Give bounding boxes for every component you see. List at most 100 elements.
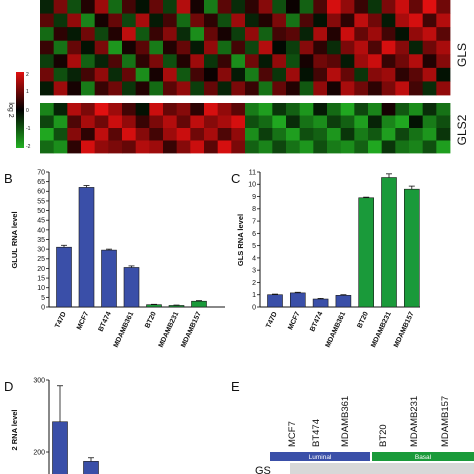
gls-cell-5-28	[422, 67, 437, 82]
gls2-cell-2-29	[436, 128, 451, 141]
gls-cell-2-4	[94, 27, 109, 42]
gls-cell-2-5	[108, 27, 123, 42]
gls-cell-5-25	[381, 67, 396, 82]
gls-cell-6-1	[53, 81, 68, 96]
gls2-cell-1-8	[149, 115, 164, 129]
bar-bt474	[312, 298, 329, 308]
gls2-cell-0-26	[395, 103, 410, 116]
y-axis-title: GLS RNA level	[236, 214, 245, 266]
gls-cell-3-16	[258, 40, 273, 55]
y-tick-label: 10	[248, 182, 256, 189]
gls-cell-2-7	[135, 27, 150, 42]
gls-cell-5-14	[231, 67, 246, 82]
gls-cell-5-26	[395, 67, 410, 82]
gls-cell-0-0	[40, 0, 55, 14]
y-tick-label: 10	[37, 285, 45, 292]
gls-cell-5-9	[163, 67, 178, 82]
gls-cell-0-7	[135, 0, 150, 14]
gls-cell-6-28	[422, 81, 437, 96]
gls2-cell-0-27	[409, 103, 424, 116]
gls2-cell-0-23	[354, 103, 369, 116]
bar-t47d	[267, 294, 283, 308]
gls-cell-4-15	[245, 54, 260, 69]
gls2-cell-3-14	[231, 140, 246, 154]
gls-cell-6-7	[135, 81, 150, 96]
y-tick-label: 9	[252, 194, 256, 201]
gls2-cell-1-0	[40, 115, 55, 129]
gls-cell-4-3	[81, 54, 96, 69]
gls-cell-4-11	[190, 54, 205, 69]
gls2-cell-0-5	[108, 103, 123, 116]
gls-cell-6-9	[163, 81, 178, 96]
y-tick-label: 5	[252, 243, 256, 250]
y-tick-label: 25	[37, 256, 45, 263]
y-axis-title: GLUL RNA level	[10, 211, 19, 268]
gls2-cell-1-4	[94, 115, 109, 129]
gls2-cell-3-25	[381, 140, 396, 154]
gls-cell-5-2	[67, 67, 82, 82]
gls-cell-6-17	[272, 81, 287, 96]
gls-cell-6-6	[122, 81, 137, 96]
gls2-cell-3-16	[258, 140, 273, 154]
gls-cell-4-14	[231, 54, 246, 69]
gls-cell-4-17	[272, 54, 287, 69]
gls-cell-5-6	[122, 67, 137, 82]
gls2-cell-3-7	[135, 140, 150, 154]
bar-mdamb361	[123, 267, 140, 308]
gls2-cell-0-13	[217, 103, 232, 116]
gls2-cell-3-3	[81, 140, 96, 154]
gls2-cell-2-3	[81, 128, 96, 141]
gls-cell-2-14	[231, 27, 246, 42]
gls-cell-0-4	[94, 0, 109, 14]
legend-tick-minus1: -1	[26, 126, 31, 132]
gls-cell-2-27	[409, 27, 424, 42]
bar-mcf7	[289, 292, 306, 308]
gls-cell-5-10	[176, 67, 191, 82]
panel-e-letter: E	[231, 379, 240, 394]
gls-cell-1-17	[272, 13, 287, 28]
gls-cell-0-29	[436, 0, 451, 14]
gls-cell-3-26	[395, 40, 410, 55]
y-tick-label: 15	[37, 275, 45, 282]
gls2-cell-2-11	[190, 128, 205, 141]
y-tick-label: 300	[33, 377, 45, 384]
gls-cell-2-22	[340, 27, 355, 42]
gls-cell-5-8	[149, 67, 164, 82]
gls-cell-4-23	[354, 54, 369, 69]
blot-gs-label: GS	[255, 465, 271, 474]
gls2-cell-1-22	[340, 115, 355, 129]
y-tick-label: 60	[37, 189, 45, 196]
gls2-cell-2-5	[108, 128, 123, 141]
gls-cell-2-6	[122, 27, 137, 42]
gls-cell-3-23	[354, 40, 369, 55]
gls2-cell-3-12	[204, 140, 219, 154]
lane-label-mcf7: MCF7	[287, 421, 298, 447]
gls-cell-3-28	[422, 40, 437, 55]
gls-cell-1-1	[53, 13, 68, 28]
legend-title: log 2	[7, 102, 14, 117]
y-axis-title: 2 RNA level	[10, 410, 19, 451]
gls-cell-0-8	[149, 0, 164, 14]
gls2-cell-1-20	[313, 115, 328, 129]
bar-bt20	[146, 304, 162, 308]
gls2-cell-0-8	[149, 103, 164, 116]
gls-cell-4-22	[340, 54, 355, 69]
y-tick-label: 4	[252, 255, 256, 262]
gls2-cell-3-5	[108, 140, 123, 154]
gls2-cell-1-1	[53, 115, 68, 129]
legend-tick-minus2: -2	[26, 144, 31, 150]
gls2-cell-0-10	[176, 103, 191, 116]
gls-cell-0-1	[53, 0, 68, 14]
gls2-cell-0-29	[436, 103, 451, 116]
gls-cell-4-28	[422, 54, 437, 69]
gls-cell-4-2	[67, 54, 82, 69]
gls2-cell-1-18	[286, 115, 301, 129]
gls-cell-4-6	[122, 54, 137, 69]
bar-bt474	[101, 249, 117, 308]
gls-cell-1-5	[108, 13, 123, 28]
gls-cell-3-17	[272, 40, 287, 55]
y-tick-label: 40	[37, 227, 45, 234]
gls-cell-3-20	[313, 40, 328, 55]
bar-bt20	[358, 197, 375, 308]
y-tick-label: 8	[252, 206, 256, 213]
